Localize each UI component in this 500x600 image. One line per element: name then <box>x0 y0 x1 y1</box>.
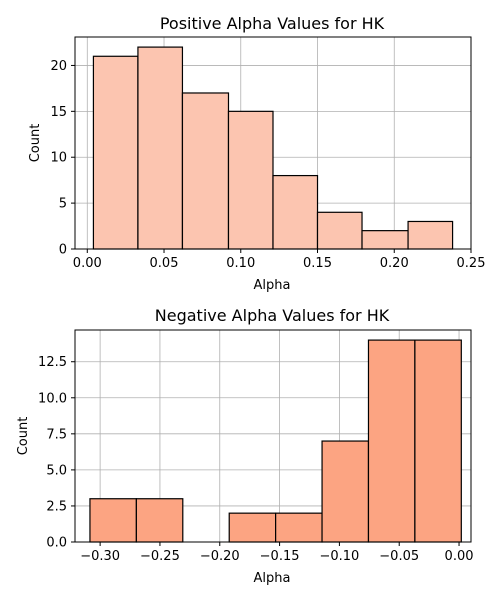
histogram-bar <box>135 498 184 543</box>
chart-title: Negative Alpha Values for HK <box>155 306 390 325</box>
x-tick-label: −0.05 <box>379 549 419 564</box>
x-tick-label: 0.20 <box>380 256 409 271</box>
x-axis-label: Alpha <box>254 571 291 586</box>
y-tick-label: 5 <box>59 197 67 212</box>
plot-frame <box>74 36 472 250</box>
y-tick-label: 15 <box>50 105 67 120</box>
x-tick-label: −0.15 <box>260 549 300 564</box>
y-tick-label: 0.0 <box>46 536 67 551</box>
histogram-bar <box>361 230 409 250</box>
y-tick-label: 12.5 <box>38 355 67 370</box>
histogram-bar <box>228 512 277 543</box>
x-tick-label: −0.25 <box>140 549 180 564</box>
x-tick-label: 0.10 <box>226 256 255 271</box>
histogram-bar <box>92 55 139 250</box>
positive-alpha-chart: Positive Alpha Values for HK Alpha Count… <box>28 14 485 293</box>
plot-frame <box>74 329 472 543</box>
y-tick-label: 0 <box>59 243 67 258</box>
x-axis-label: Alpha <box>254 278 291 293</box>
y-tick-label: 20 <box>50 59 67 74</box>
y-tick-label: 7.5 <box>46 427 67 442</box>
histogram-bar <box>407 220 454 250</box>
x-tick-label: 0.00 <box>445 549 474 564</box>
histogram-bars <box>92 46 454 250</box>
x-tick-label: −0.30 <box>80 549 120 564</box>
histogram-bar <box>272 174 319 250</box>
chart-title: Positive Alpha Values for HK <box>160 14 385 33</box>
x-tick-label: 0.05 <box>150 256 179 271</box>
x-tick-label: 0.00 <box>73 256 102 271</box>
histogram-bar <box>321 440 370 543</box>
histogram-bar <box>227 110 274 250</box>
histogram-bar <box>316 211 363 250</box>
histogram-bar <box>89 498 137 543</box>
y-tick-label: 10 <box>50 151 67 166</box>
histogram-bar <box>181 92 230 250</box>
x-tick-label: −0.20 <box>200 549 240 564</box>
x-tick-label: 0.15 <box>303 256 332 271</box>
y-axis-label: Count <box>16 417 31 456</box>
y-tick-label: 5.0 <box>46 463 67 478</box>
y-axis-label: Count <box>28 124 43 163</box>
y-tick-label: 2.5 <box>46 499 67 514</box>
histogram-bar <box>137 46 184 250</box>
x-tick-label: 0.25 <box>457 256 486 271</box>
negative-alpha-chart: Negative Alpha Values for HK Alpha Count… <box>16 306 474 586</box>
histogram-bar <box>367 339 416 543</box>
histogram-bar <box>275 512 323 543</box>
histogram-bars <box>89 339 462 543</box>
histogram-bar <box>414 339 462 543</box>
y-tick-label: 10.0 <box>38 391 67 406</box>
x-tick-label: −0.10 <box>319 549 359 564</box>
